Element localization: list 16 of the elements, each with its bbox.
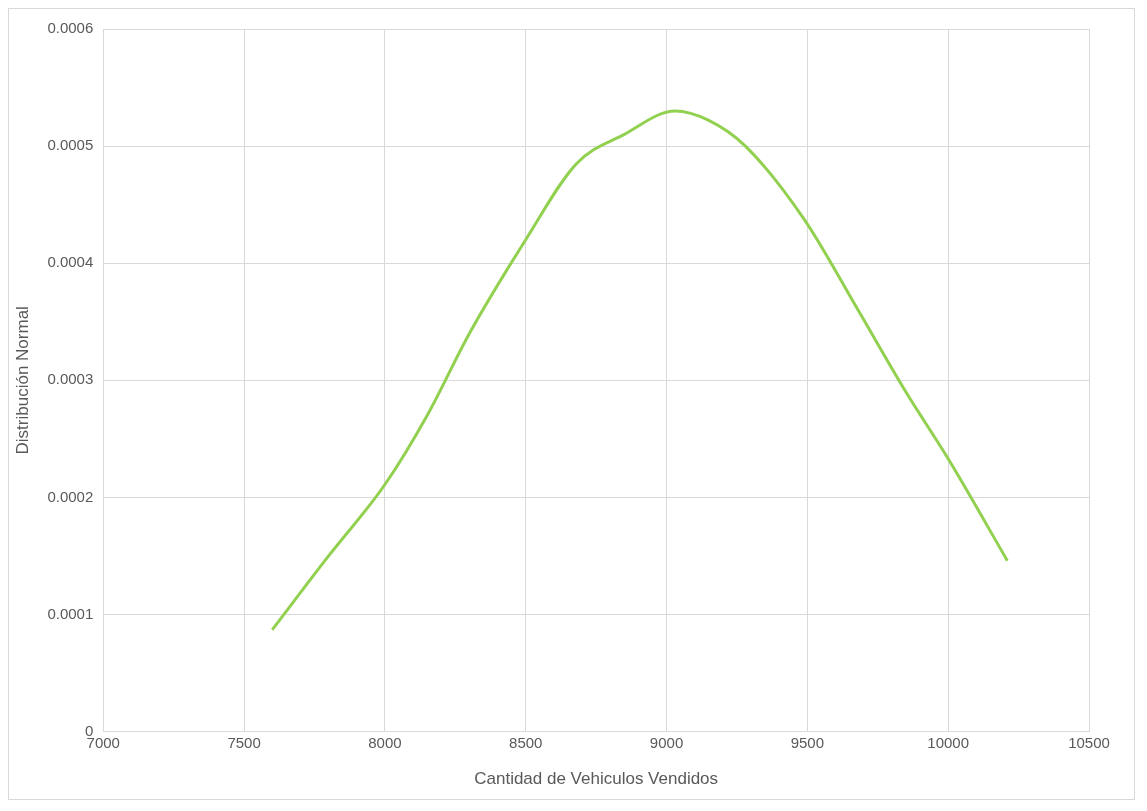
y-tick-label: 0.0004 xyxy=(47,253,94,271)
x-tick-label: 9000 xyxy=(649,733,684,751)
y-axis-title: Distribución Normal xyxy=(12,306,32,455)
y-tick-label: 0.0005 xyxy=(47,136,94,154)
x-tick-label: 10000 xyxy=(927,733,970,751)
x-tick-label: 7500 xyxy=(227,733,261,751)
y-tick-label: 0.0001 xyxy=(47,604,94,622)
x-tick-label: 8500 xyxy=(509,733,543,751)
x-tick-label: 9500 xyxy=(790,733,825,751)
x-axis-title: Cantidad de Vehiculos Vendidos xyxy=(474,769,719,789)
y-tick-label: 0.0006 xyxy=(47,19,94,37)
x-tick-label: 8000 xyxy=(368,733,402,751)
y-tick-label: 0.0002 xyxy=(47,487,94,505)
x-tick-label: 10500 xyxy=(1068,733,1110,751)
line-series xyxy=(270,109,1009,632)
y-tick-label: 0.0003 xyxy=(47,370,94,388)
